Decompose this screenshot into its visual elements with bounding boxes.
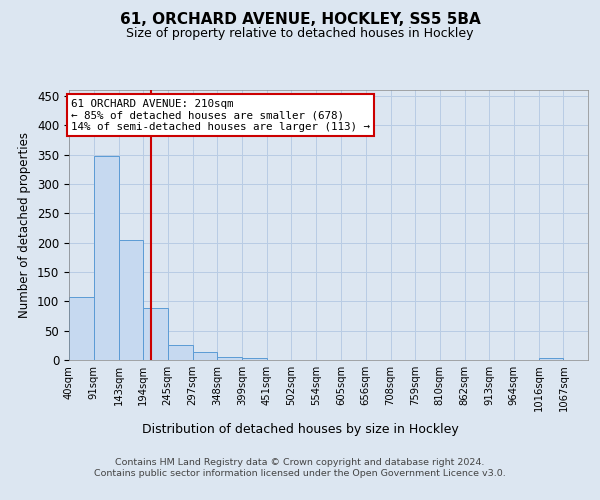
Bar xyxy=(539,358,563,360)
Text: 61 ORCHARD AVENUE: 210sqm
← 85% of detached houses are smaller (678)
14% of semi: 61 ORCHARD AVENUE: 210sqm ← 85% of detac… xyxy=(71,99,370,132)
Bar xyxy=(69,297,94,360)
Text: Contains HM Land Registry data © Crown copyright and database right 2024.
Contai: Contains HM Land Registry data © Crown c… xyxy=(94,458,506,477)
Bar xyxy=(193,352,217,360)
Text: Size of property relative to detached houses in Hockley: Size of property relative to detached ho… xyxy=(126,28,474,40)
Bar xyxy=(143,308,167,360)
Y-axis label: Number of detached properties: Number of detached properties xyxy=(19,132,31,318)
Bar xyxy=(119,240,143,360)
Bar xyxy=(217,357,242,360)
Text: 61, ORCHARD AVENUE, HOCKLEY, SS5 5BA: 61, ORCHARD AVENUE, HOCKLEY, SS5 5BA xyxy=(119,12,481,28)
Bar xyxy=(94,156,119,360)
Bar xyxy=(242,358,267,360)
Text: Distribution of detached houses by size in Hockley: Distribution of detached houses by size … xyxy=(142,422,458,436)
Bar xyxy=(167,346,193,360)
